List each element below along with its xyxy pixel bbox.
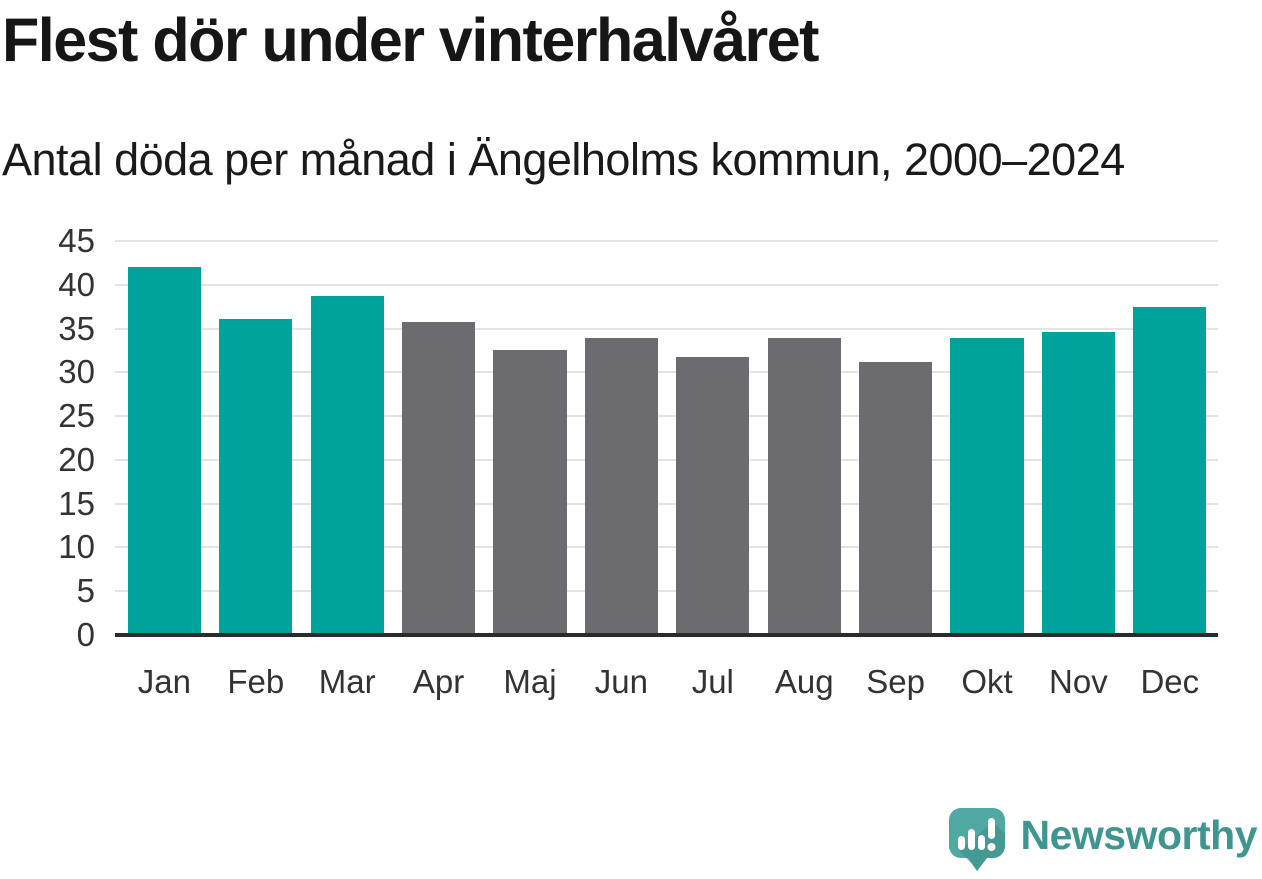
x-tick-label-jun: Jun	[594, 663, 648, 700]
x-tick-label-sep: Sep	[866, 663, 925, 700]
y-tick-label-10: 10	[58, 528, 95, 566]
bar-aug	[767, 338, 841, 635]
x-tick-label-dec: Dec	[1140, 663, 1200, 700]
y-tick-label-0: 0	[76, 615, 95, 653]
gridline-10	[115, 546, 1218, 549]
bar-jan	[127, 267, 202, 635]
x-tick-label-maj: Maj	[503, 663, 557, 700]
gridline-35	[115, 327, 1218, 330]
x-axis-line	[115, 633, 1218, 637]
x-tick-label-feb: Feb	[227, 663, 285, 700]
y-tick-label-35: 35	[58, 309, 95, 347]
gridline-40	[115, 283, 1218, 286]
x-tick-label-jan: Jan	[137, 663, 191, 700]
y-tick-label-15: 15	[58, 484, 95, 522]
x-tick-label-mar: Mar	[318, 663, 376, 700]
y-tick-label-45: 45	[58, 221, 95, 259]
y-tick-label-25: 25	[58, 396, 95, 434]
y-tick-label-40: 40	[58, 265, 95, 303]
y-tick-label-5: 5	[76, 572, 95, 610]
page-title: Flest dör under vinterhalvåret	[2, 6, 820, 74]
x-axis-labels: Jan Feb Mar Apr Maj Jun Jul Aug Sep Okt Nov Dec	[115, 660, 1218, 704]
bar-jun	[584, 338, 659, 635]
x-tick-label-okt: Okt	[961, 663, 1013, 700]
x-tick-label-jul: Jul	[691, 663, 734, 700]
x-tick-label-aug: Aug	[774, 663, 834, 700]
bar-okt	[950, 338, 1024, 635]
bar-dec	[1133, 306, 1207, 635]
gridline-45	[115, 240, 1218, 242]
y-tick-label-20: 20	[58, 440, 95, 478]
x-tick-label-nov: Nov	[1049, 663, 1108, 700]
brand-name: Newsworthy	[1020, 811, 1258, 858]
bar-maj	[493, 350, 567, 635]
x-tick-label-apr: Apr	[412, 663, 465, 700]
bar-mar	[310, 296, 384, 635]
plot-area	[115, 240, 1218, 637]
y-tick-label-30: 30	[58, 353, 95, 391]
bar-nov	[1041, 332, 1116, 635]
chart-subtitle: Antal döda per månad i Ängelholms kommun…	[2, 134, 1125, 185]
y-axis-labels: 0 5 10 15 20 25 30 35 40 45	[0, 224, 95, 651]
gridline-25	[115, 415, 1218, 418]
gridline-15	[115, 502, 1218, 505]
gridline-30	[115, 371, 1218, 374]
gridline-5	[115, 590, 1218, 593]
bar-jul	[676, 357, 750, 635]
newsworthy-chart-bubble-icon	[948, 808, 1005, 871]
bar-sep	[858, 361, 933, 635]
bar-apr	[401, 322, 476, 635]
gridline-20	[115, 458, 1218, 461]
bar-feb	[219, 318, 293, 635]
newsworthy-logo: Newsworthy	[946, 805, 1258, 873]
